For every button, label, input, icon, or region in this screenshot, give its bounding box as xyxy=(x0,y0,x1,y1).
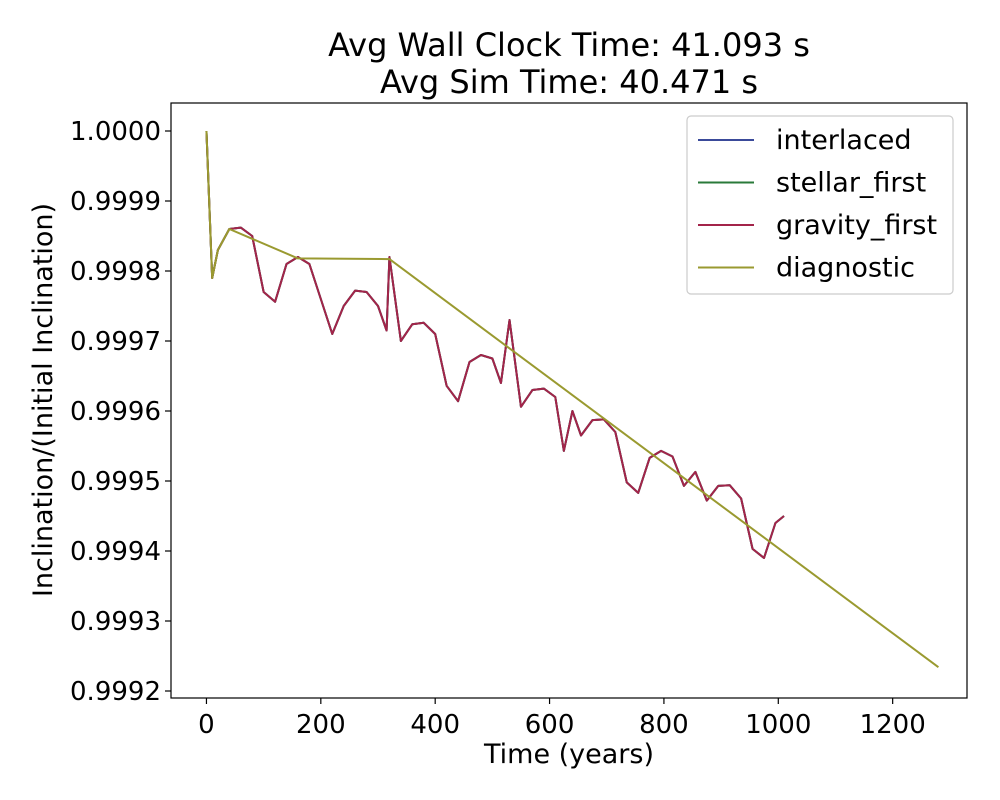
legend-label-diagnostic: diagnostic xyxy=(776,253,915,284)
x-tick-label: 400 xyxy=(410,710,460,740)
series-lines xyxy=(205,130,940,669)
x-axis: 0 200 400 600 800 1000 1200 xyxy=(198,698,926,740)
series-line-gravity-first xyxy=(205,130,785,559)
y-tick-label: 0.9995 xyxy=(70,467,161,497)
chart-title-line-2: Avg Sim Time: 40.471 s xyxy=(380,63,758,101)
legend-label-stellar-first: stellar_first xyxy=(776,168,926,199)
x-tick-label: 800 xyxy=(639,710,689,740)
series-line-diagnostic xyxy=(205,130,940,669)
y-axis-label: Inclination/(Initial Inclination) xyxy=(28,203,59,597)
x-tick-label: 200 xyxy=(296,710,346,740)
y-tick-label: 0.9998 xyxy=(70,257,161,287)
y-tick-label: 0.9993 xyxy=(70,607,161,637)
y-tick-label: 0.9999 xyxy=(70,187,161,217)
y-tick-label: 0.9994 xyxy=(70,537,161,567)
y-tick-label: 0.9996 xyxy=(70,397,161,427)
legend-label-gravity-first: gravity_first xyxy=(776,210,937,241)
y-tick-label: 0.9992 xyxy=(70,677,161,707)
chart-title-line-1: Avg Wall Clock Time: 41.093 s xyxy=(328,26,810,64)
x-tick-label: 1200 xyxy=(860,710,926,740)
y-tick-label: 1.0000 xyxy=(70,117,161,147)
legend: interlaced stellar_first gravity_firstdiag… xyxy=(686,115,954,295)
x-tick-label: 1000 xyxy=(745,710,811,740)
y-axis: 0.9992 0.9993 0.9994 0.9995 0.9996 0.9997 0.99… xyxy=(70,117,171,707)
y-tick-label: 0.9997 xyxy=(70,327,161,357)
x-tick-label: 0 xyxy=(198,710,215,740)
x-tick-label: 600 xyxy=(525,710,575,740)
x-axis-label: Time (years) xyxy=(483,739,654,770)
legend-box xyxy=(686,115,954,295)
legend-label-interlaced: interlaced xyxy=(776,125,912,156)
plot-frame xyxy=(170,102,968,699)
